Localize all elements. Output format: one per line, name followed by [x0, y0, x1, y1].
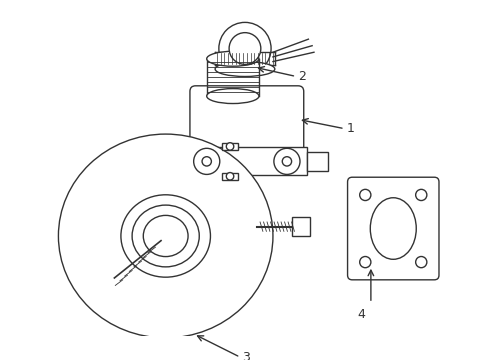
Circle shape [226, 143, 233, 150]
Ellipse shape [121, 195, 210, 277]
Circle shape [229, 33, 260, 64]
Bar [291, 217, 309, 236]
Circle shape [202, 157, 211, 166]
Ellipse shape [68, 143, 263, 329]
Ellipse shape [78, 152, 253, 320]
Ellipse shape [97, 171, 234, 301]
Ellipse shape [132, 205, 199, 267]
Ellipse shape [369, 198, 415, 259]
Ellipse shape [58, 134, 272, 338]
Circle shape [193, 148, 219, 175]
Ellipse shape [215, 62, 274, 76]
Bar [221, 143, 238, 150]
Text: 2: 2 [298, 70, 305, 83]
Ellipse shape [126, 198, 205, 274]
Ellipse shape [206, 51, 259, 66]
Ellipse shape [143, 215, 188, 257]
Circle shape [219, 22, 270, 75]
Text: 3: 3 [242, 351, 249, 360]
Circle shape [226, 172, 233, 180]
Ellipse shape [116, 189, 215, 283]
Circle shape [415, 257, 426, 268]
Circle shape [415, 189, 426, 201]
Circle shape [359, 189, 370, 201]
Bar [307, 152, 327, 171]
Bar [186, 147, 307, 175]
Circle shape [282, 157, 291, 166]
Text: 1: 1 [346, 122, 354, 135]
FancyBboxPatch shape [347, 177, 438, 280]
Ellipse shape [106, 180, 224, 292]
Text: 4: 4 [356, 308, 364, 321]
FancyBboxPatch shape [189, 86, 303, 158]
Ellipse shape [206, 89, 259, 104]
Circle shape [359, 257, 370, 268]
Ellipse shape [135, 207, 195, 265]
Ellipse shape [87, 162, 244, 310]
Bar [221, 172, 238, 180]
Circle shape [273, 148, 299, 175]
